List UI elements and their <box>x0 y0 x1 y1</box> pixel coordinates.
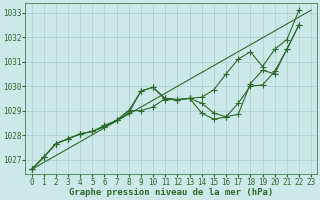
X-axis label: Graphe pression niveau de la mer (hPa): Graphe pression niveau de la mer (hPa) <box>69 188 274 197</box>
